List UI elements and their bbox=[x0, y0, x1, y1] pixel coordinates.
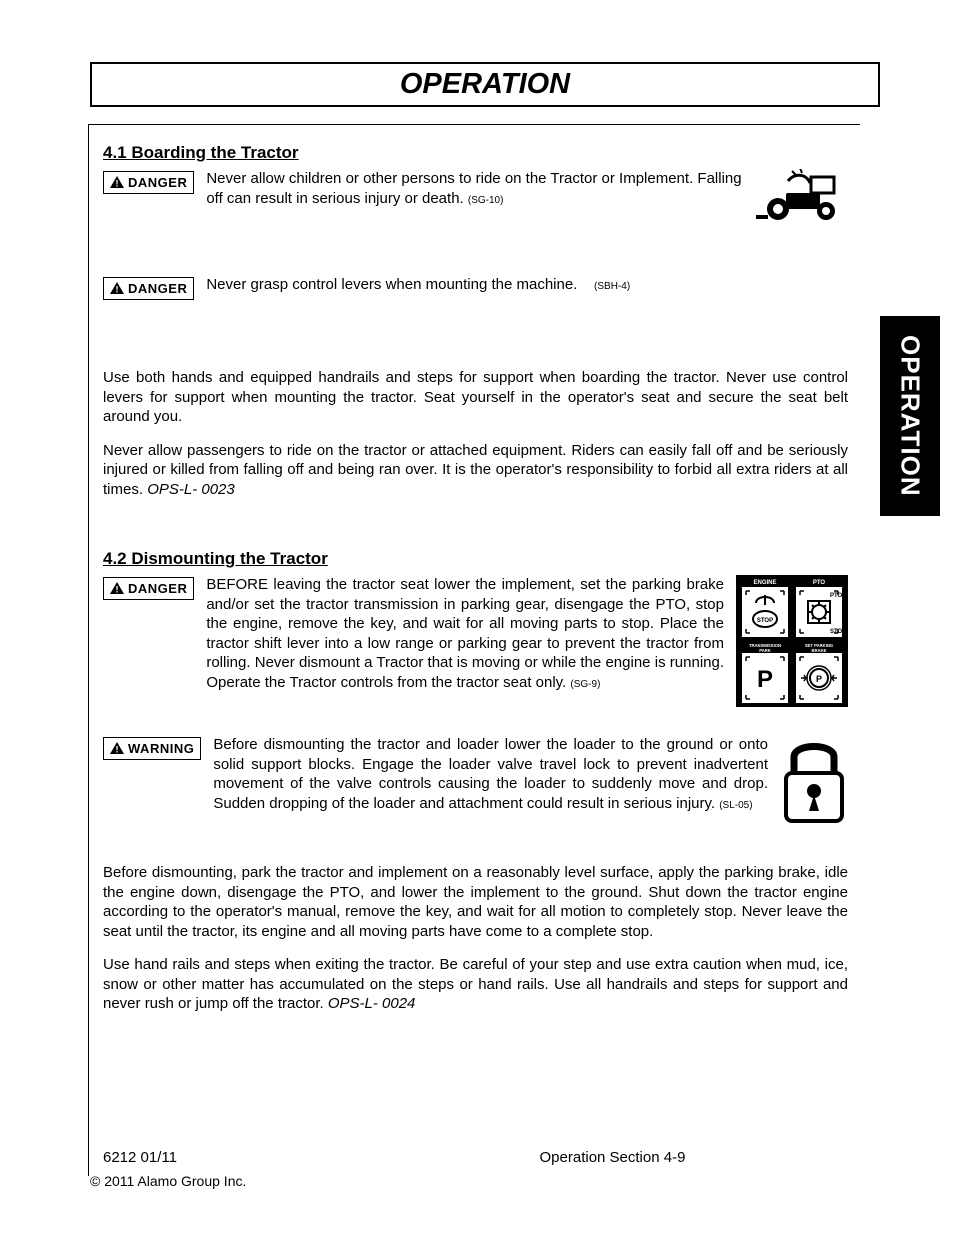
tractor-icon bbox=[756, 169, 848, 221]
danger-text-2: Never grasp control levers when mounting… bbox=[206, 276, 577, 293]
svg-text:STOP: STOP bbox=[830, 629, 846, 635]
footer-left: 6212 01/11 bbox=[103, 1149, 410, 1166]
body-paragraph: Never allow passengers to ride on the tr… bbox=[103, 441, 848, 500]
warning-triangle-icon: ! bbox=[110, 176, 124, 190]
copyright: © 2011 Alamo Group Inc. bbox=[90, 1173, 246, 1189]
danger-text-3: BEFORE leaving the tractor seat lower th… bbox=[206, 576, 724, 691]
body-paragraph: Before dismounting, park the tractor and… bbox=[103, 863, 848, 941]
side-tab-label: OPERATION bbox=[895, 335, 926, 497]
para-ref: OPS-L- 0023 bbox=[147, 481, 235, 498]
svg-text:!: ! bbox=[116, 178, 119, 188]
svg-text:PTO: PTO bbox=[813, 580, 826, 586]
warning-triangle-icon: ! bbox=[110, 282, 124, 296]
warning-row-1: ! WARNING Before dismounting the tractor… bbox=[103, 735, 848, 825]
para-ref: OPS-L- 0024 bbox=[328, 995, 416, 1012]
warning-triangle-icon: ! bbox=[110, 582, 124, 596]
svg-text:!: ! bbox=[116, 744, 119, 754]
danger-body-2: Never grasp control levers when mounting… bbox=[206, 275, 848, 295]
content-frame: 4.1 Boarding the Tractor ! DANGER Neve bbox=[88, 124, 860, 1176]
svg-text:BRAKE: BRAKE bbox=[812, 648, 827, 653]
svg-text:P: P bbox=[816, 674, 822, 684]
lock-icon bbox=[780, 735, 848, 825]
warning-label: ! WARNING bbox=[103, 737, 201, 760]
dismount-panel-icon: ENGINE STOP PTO PTO STOP bbox=[736, 575, 848, 707]
page-title: OPERATION bbox=[92, 68, 878, 101]
ref-code: (SG-9) bbox=[570, 679, 600, 690]
svg-text:PARK: PARK bbox=[759, 648, 771, 653]
body-paragraph: Use hand rails and steps when exiting th… bbox=[103, 955, 848, 1014]
danger-row-3: ! DANGER ENGINE STOP bbox=[103, 575, 848, 707]
section-heading-4-1: 4.1 Boarding the Tractor bbox=[103, 143, 848, 163]
svg-text:!: ! bbox=[116, 284, 119, 294]
ref-code: (SL-05) bbox=[719, 800, 752, 811]
section-heading-4-2: 4.2 Dismounting the Tractor bbox=[103, 549, 848, 569]
svg-text:ENGINE: ENGINE bbox=[753, 580, 776, 586]
svg-text:P: P bbox=[757, 666, 773, 693]
ref-code: (SBH-4) bbox=[594, 281, 630, 292]
danger-label: ! DANGER bbox=[103, 277, 194, 300]
danger-row-2: ! DANGER Never grasp control levers when… bbox=[103, 275, 848, 300]
para-text: Use hand rails and steps when exiting th… bbox=[103, 956, 848, 1012]
body-paragraph: Use both hands and equipped handrails an… bbox=[103, 368, 848, 427]
warning-body-1: Before dismounting the tractor and loade… bbox=[213, 735, 848, 825]
footer-center: Operation Section 4-9 bbox=[410, 1149, 847, 1166]
footer: 6212 01/11 Operation Section 4-9 bbox=[103, 1149, 846, 1166]
danger-label-text: DANGER bbox=[128, 581, 187, 596]
danger-label-text: DANGER bbox=[128, 175, 187, 190]
svg-text:PTO: PTO bbox=[830, 593, 843, 599]
danger-label: ! DANGER bbox=[103, 577, 194, 600]
danger-body-3: ENGINE STOP PTO PTO STOP bbox=[206, 575, 848, 707]
page-title-box: OPERATION bbox=[90, 62, 880, 107]
ref-code: (SG-10) bbox=[468, 195, 504, 206]
warning-label-text: WARNING bbox=[128, 741, 194, 756]
svg-text:STOP: STOP bbox=[757, 618, 773, 624]
svg-text:!: ! bbox=[116, 584, 119, 594]
warning-triangle-icon: ! bbox=[110, 742, 124, 756]
danger-body-1: Never allow children or other persons to… bbox=[206, 169, 848, 221]
side-tab: OPERATION bbox=[880, 316, 940, 516]
danger-label: ! DANGER bbox=[103, 171, 194, 194]
danger-label-text: DANGER bbox=[128, 281, 187, 296]
danger-row-1: ! DANGER Never allow children or other p… bbox=[103, 169, 848, 221]
warning-text-1: Before dismounting the tractor and loade… bbox=[213, 736, 768, 812]
